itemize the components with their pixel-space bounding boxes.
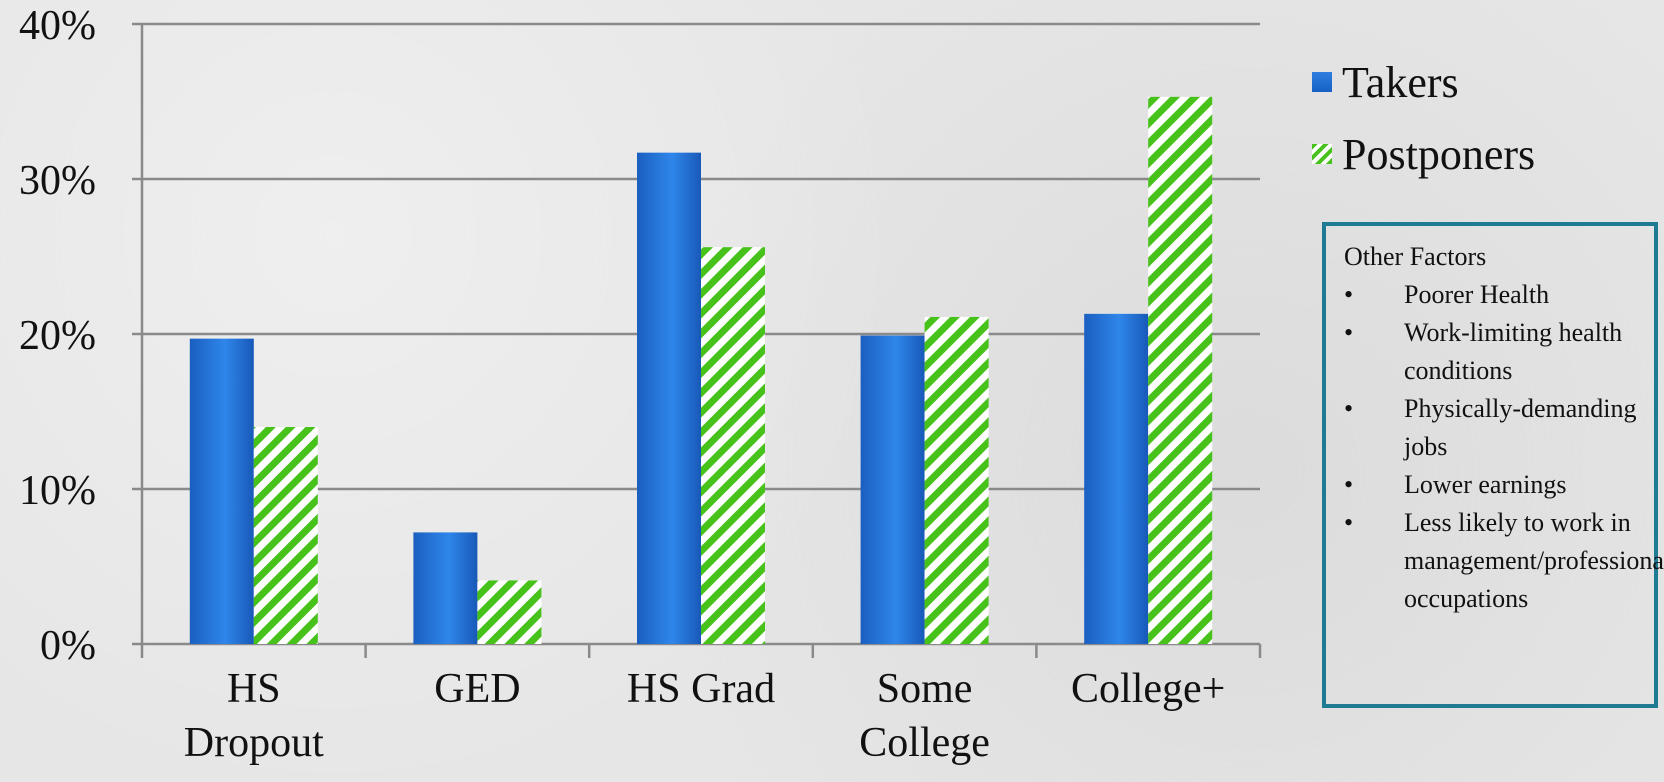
bar-takers <box>189 338 254 644</box>
bar-postponers <box>253 427 318 644</box>
bar-takers <box>1084 313 1149 644</box>
x-tick-label-line: Some <box>877 666 973 712</box>
factor-item: Work-limiting health conditions <box>1344 314 1644 390</box>
factor-item: Less likely to work in management/profes… <box>1344 504 1664 618</box>
legend-label-postponers: Postponers <box>1342 129 1536 179</box>
bar-postponers <box>924 316 989 644</box>
x-tick-label: College+ <box>1071 666 1225 712</box>
factor-item: Poorer Health <box>1344 276 1644 314</box>
bar-postponers <box>701 247 765 644</box>
axis-labels: 0% 10% 20% 30% 40% HS Dropout GED HS Grad Some Col… <box>19 3 1225 766</box>
x-tick-label-line: College+ <box>1071 666 1225 712</box>
bars <box>189 96 1213 645</box>
x-tick-label: GED <box>434 666 520 712</box>
bar-postponers <box>1148 96 1213 645</box>
y-tick-label: 0% <box>40 623 96 669</box>
other-factors-title: Other Factors <box>1344 242 1487 271</box>
y-tick-label: 10% <box>19 468 96 514</box>
x-tick-label-line: College <box>859 720 990 766</box>
x-tick-label: HS Grad <box>627 666 775 712</box>
y-tick-label: 40% <box>19 3 96 49</box>
legend-swatch-postponers <box>1312 144 1332 164</box>
bar-chart: 0% 10% 20% 30% 40% HS Dropout GED HS Grad Some Col… <box>19 3 1262 766</box>
bar-takers <box>860 335 925 644</box>
bar-postponers <box>477 580 542 644</box>
x-tick-label: HS Dropout <box>184 666 324 766</box>
other-factors-box: Other Factors Poorer Health Work-limitin… <box>1322 222 1664 708</box>
factor-item: Physically-demanding jobs <box>1344 390 1644 466</box>
legend: Takers Postponers <box>1312 46 1535 190</box>
bar-takers <box>637 152 701 644</box>
legend-label-takers: Takers <box>1342 57 1459 107</box>
x-tick-label: Some College <box>859 666 990 766</box>
legend-swatch-takers <box>1312 72 1332 92</box>
y-tick-label: 20% <box>19 313 96 359</box>
x-tick-label-line: HS <box>227 666 281 712</box>
other-factors-list: Poorer Health Work-limiting health condi… <box>1344 276 1664 618</box>
x-tick-label-line: GED <box>434 666 520 712</box>
y-tick-label: 30% <box>19 158 96 204</box>
factor-item: Lower earnings <box>1344 466 1644 504</box>
legend-item-takers: Takers <box>1312 46 1535 118</box>
x-tick-label-line: HS Grad <box>627 666 775 712</box>
legend-item-postponers: Postponers <box>1312 118 1535 190</box>
bar-takers <box>413 532 478 644</box>
x-tick-label-line: Dropout <box>184 720 324 766</box>
